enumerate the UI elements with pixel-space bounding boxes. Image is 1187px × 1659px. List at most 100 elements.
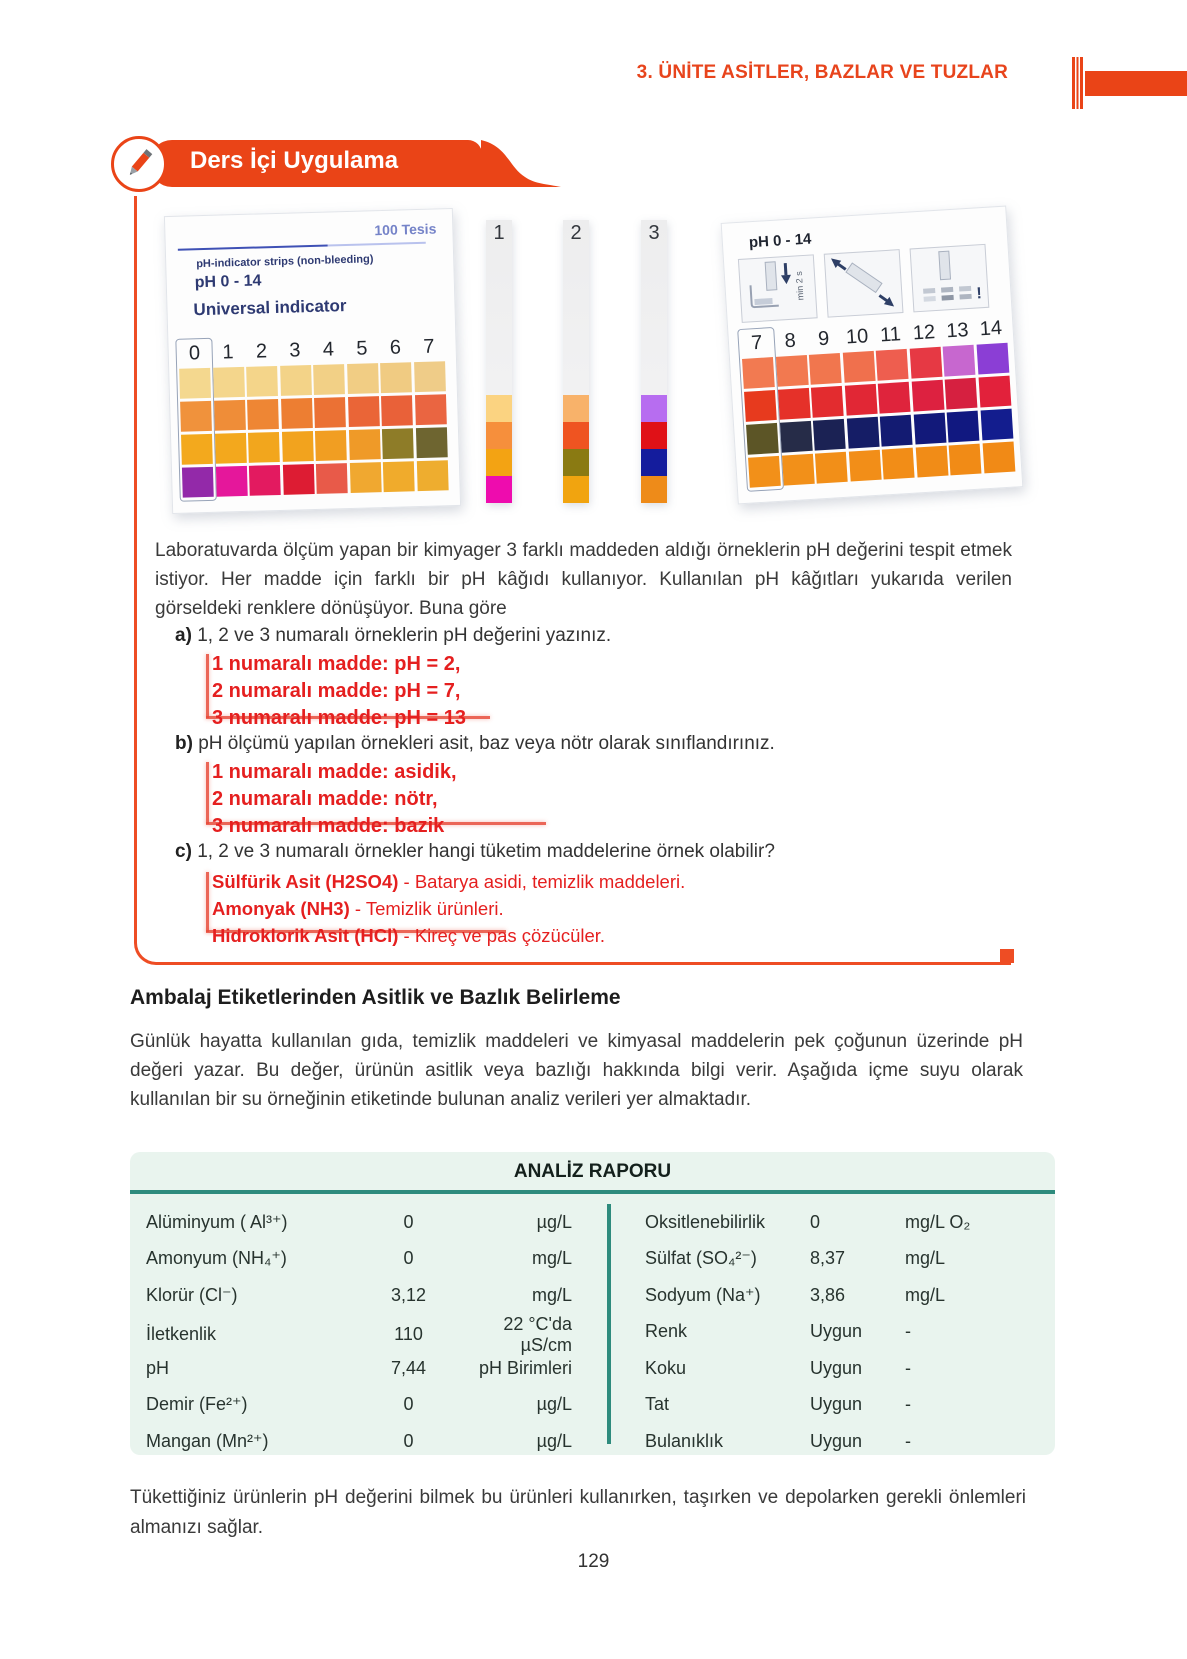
box-rule-dark bbox=[177, 244, 328, 251]
compare-strip-icon: ! bbox=[909, 243, 990, 313]
answer-strike-line bbox=[206, 822, 546, 825]
column-number-label: 9 bbox=[817, 327, 830, 351]
color-swatch bbox=[879, 414, 913, 447]
substance-usage: - Temizlik ürünleri. bbox=[349, 898, 504, 919]
color-swatch bbox=[915, 445, 949, 478]
table-row: Tat Uygun - bbox=[645, 1394, 911, 1415]
report-title: ANALİZ RAPORU bbox=[513, 1161, 672, 1182]
color-swatch bbox=[486, 422, 512, 449]
color-swatch bbox=[848, 449, 882, 482]
color-swatch bbox=[641, 449, 667, 476]
color-swatch bbox=[246, 365, 278, 397]
color-swatch bbox=[213, 399, 246, 431]
answer-line: 1 numaralı madde: pH = 2, bbox=[212, 653, 461, 675]
table-row: Klorür (Cl⁻) 3,12 mg/L bbox=[146, 1284, 572, 1305]
column-number-label: 13 bbox=[945, 319, 970, 343]
question-b: b) pH ölçümü yapılan örnekleri asit, baz… bbox=[175, 733, 775, 755]
color-swatch bbox=[279, 365, 312, 396]
strip-number-label: 1 bbox=[493, 222, 505, 244]
color-swatch bbox=[779, 420, 813, 453]
strips-subtitle: pH-indicator strips (non-bleeding) bbox=[196, 253, 374, 271]
color-swatch bbox=[415, 427, 448, 459]
color-swatch bbox=[944, 377, 978, 410]
strip-2-color-blocks bbox=[563, 395, 589, 503]
color-swatch bbox=[382, 461, 415, 493]
drain-strip-icon bbox=[823, 249, 904, 318]
strip-3-color-blocks bbox=[641, 395, 667, 503]
color-swatch bbox=[846, 416, 880, 449]
analysis-report-table: ANALİZ RAPORU Alüminyum ( Al³⁺) 0 µg/L Amo… bbox=[130, 1152, 1055, 1455]
ph-color-grid-0-7 bbox=[179, 361, 449, 498]
color-swatch bbox=[877, 381, 911, 414]
svg-text:min 2 s: min 2 s bbox=[794, 271, 806, 301]
color-swatch bbox=[563, 476, 589, 503]
header-tab-bar-decoration bbox=[1072, 57, 1083, 109]
answer-strike-line bbox=[206, 930, 506, 933]
box-rule-light bbox=[327, 241, 426, 247]
answers-b: 1 numaralı madde: asidik, 2 numaralı mad… bbox=[212, 759, 457, 840]
column-number-label: 12 bbox=[912, 321, 936, 345]
activity-banner-title: Ders İçi Uygulama bbox=[190, 147, 399, 174]
color-swatch bbox=[909, 346, 942, 379]
answer-line: 3 numaralı madde: bazik bbox=[212, 815, 445, 837]
activity-intro-paragraph: Laboratuvarda ölçüm yapan bir kimyager 3… bbox=[155, 540, 1012, 619]
activity-frame-border bbox=[134, 196, 1011, 965]
color-swatch bbox=[844, 383, 878, 416]
color-swatch bbox=[810, 385, 844, 418]
unit-header-title: 3. ÜNİTE ASİTLER, BAZLAR VE TUZLAR bbox=[636, 62, 1008, 83]
color-swatch bbox=[281, 431, 314, 462]
answer-line: Sülfürik Asit (H2SO4) - Batarya asidi, t… bbox=[212, 868, 685, 895]
color-swatch bbox=[641, 422, 667, 449]
color-swatch bbox=[347, 396, 380, 428]
color-swatch bbox=[812, 418, 846, 451]
column-number-label: 1 bbox=[222, 341, 234, 364]
color-swatch bbox=[212, 366, 245, 398]
question-text: 1, 2 ve 3 numaralı örneklerin pH değerin… bbox=[197, 625, 612, 646]
color-swatch bbox=[315, 463, 348, 494]
substance-usage: - Kireç ve pas çözücüler. bbox=[398, 925, 606, 946]
color-swatch bbox=[948, 443, 982, 476]
answer-line: 3 numaralı madde: pH = 13 bbox=[212, 707, 466, 729]
tests-count-label: 100 Tesis bbox=[374, 220, 437, 239]
color-swatch bbox=[414, 394, 447, 426]
banner-icon-circle bbox=[111, 136, 167, 192]
color-swatch bbox=[180, 400, 212, 432]
column-number-label: 2 bbox=[255, 340, 268, 363]
color-swatch bbox=[744, 389, 777, 422]
color-swatch bbox=[181, 466, 214, 498]
column-number-label: 11 bbox=[879, 323, 902, 347]
color-swatch bbox=[314, 397, 346, 428]
color-swatch bbox=[913, 412, 946, 445]
color-swatch bbox=[808, 352, 842, 385]
color-swatch bbox=[215, 465, 248, 497]
color-swatch bbox=[214, 432, 247, 464]
section-paragraph: Günlük hayatta kullanılan gıda, temizlik… bbox=[130, 1031, 1023, 1110]
substance-name: Amonyak (NH3) bbox=[212, 898, 350, 919]
header-tab-block-decoration bbox=[1085, 71, 1187, 96]
table-row: Mangan (Mn²⁺) 0 µg/L bbox=[146, 1430, 572, 1451]
color-swatch bbox=[881, 447, 915, 480]
answers-c: Sülfürik Asit (H2SO4) - Batarya asidi, t… bbox=[212, 868, 685, 949]
color-swatch bbox=[741, 357, 775, 389]
color-swatch bbox=[181, 433, 213, 465]
question-c: c) 1, 2 ve 3 numaralı örnekler hangi tük… bbox=[175, 841, 775, 863]
color-swatch bbox=[381, 395, 413, 427]
answers-a: 1 numaralı madde: pH = 2, 2 numaralı mad… bbox=[212, 651, 466, 732]
answer-line: 1 numaralı madde: asidik, bbox=[212, 761, 457, 783]
color-swatch bbox=[775, 355, 809, 387]
table-row: İletkenlik 110 22 °C'da µS/cm bbox=[146, 1313, 572, 1355]
color-swatch bbox=[946, 410, 980, 443]
ph-range-label: pH 0 - 14 bbox=[748, 230, 812, 252]
answer-line: 2 numaralı madde: pH = 7, bbox=[212, 680, 461, 702]
footer-note: Tükettiğiniz ürünlerin pH değerini bilme… bbox=[130, 1487, 1026, 1538]
report-header-rule bbox=[130, 1190, 1055, 1194]
column-number-label: 7 bbox=[423, 335, 435, 358]
column-number-label: 0 bbox=[188, 342, 201, 365]
substance-name: Sülfürik Asit (H2SO4) bbox=[212, 871, 399, 892]
color-swatch bbox=[942, 344, 976, 377]
test-strip-1: 1 bbox=[486, 220, 512, 503]
table-row: Amonyum (NH₄⁺) 0 mg/L bbox=[146, 1248, 572, 1269]
color-swatch bbox=[416, 460, 449, 492]
